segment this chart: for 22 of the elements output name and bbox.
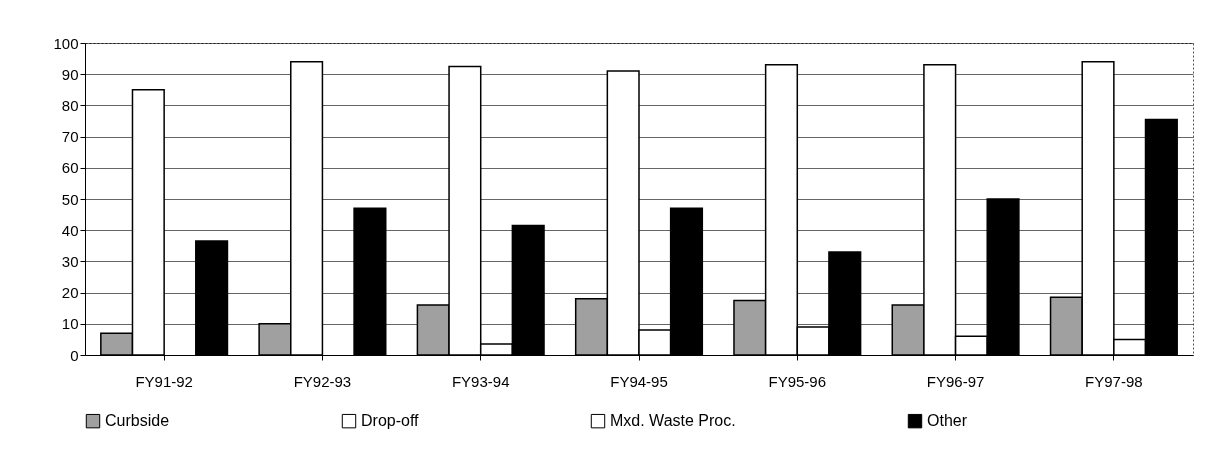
y-tick-label: 60: [61, 159, 79, 177]
y-tick-label: 40: [61, 221, 79, 239]
legend-label: Curbside: [105, 412, 170, 430]
y-tick-label: 80: [61, 96, 79, 114]
x-tick-label: FY96-97: [926, 372, 985, 390]
y-tick-label: 20: [61, 284, 79, 302]
x-tick-label: FY92-93: [293, 372, 352, 390]
x-tick-label: FY94-95: [610, 372, 668, 390]
y-tick-label: 50: [61, 190, 79, 208]
x-tick-label: FY95-96: [768, 372, 827, 390]
x-tick-label: FY93-94: [451, 372, 510, 390]
legend-label: Mxd. Waste Proc.: [610, 412, 736, 430]
y-tick-label: 10: [61, 315, 79, 333]
x-tick-label: FY91-92: [135, 372, 193, 390]
y-tick-label: 90: [61, 65, 79, 83]
legend-label: Other: [927, 412, 968, 430]
y-tick-label: 0: [70, 346, 79, 364]
y-tick-label: 30: [61, 252, 79, 270]
x-tick-label: FY97-98: [1085, 372, 1143, 390]
y-tick-label: 100: [53, 34, 79, 52]
y-tick-label: 70: [61, 128, 79, 146]
legend-label: Drop-off: [361, 412, 420, 430]
